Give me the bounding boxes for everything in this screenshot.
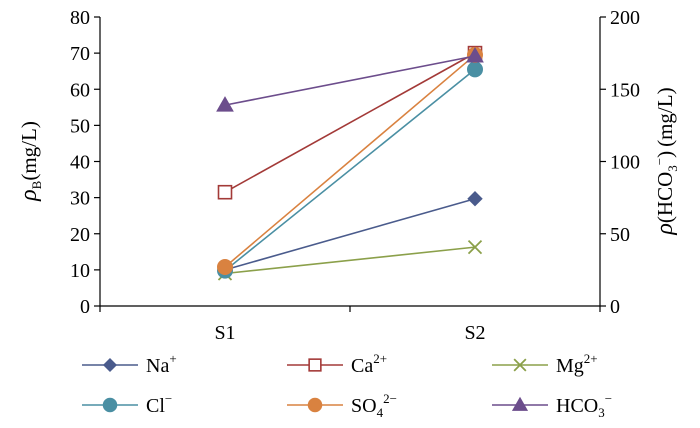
data-point xyxy=(467,239,483,255)
data-point xyxy=(467,61,483,78)
legend-label: SO42− xyxy=(351,391,397,420)
y-left-axis-title: ρB(mg/L) xyxy=(16,121,44,202)
legend-label: Mg2+ xyxy=(556,351,598,377)
x-tick-label: S1 xyxy=(214,322,235,344)
legend-item: Cl− xyxy=(82,391,172,417)
y-right-tick-label: 150 xyxy=(610,79,640,101)
series-layer xyxy=(216,45,484,281)
y-left-tick-label: 80 xyxy=(70,7,90,29)
legend-label: Na+ xyxy=(146,351,177,377)
data-point xyxy=(217,258,233,275)
data-point xyxy=(216,96,234,112)
series-ca xyxy=(217,45,483,200)
y-left-tick-label: 20 xyxy=(70,224,90,246)
series-cl xyxy=(217,61,483,279)
legend-marker xyxy=(102,397,118,413)
legend-marker xyxy=(102,357,118,373)
y-left-tick-label: 50 xyxy=(70,115,90,137)
legend-label: HCO3− xyxy=(556,391,612,420)
y-right-axis-title: ρ(HCO3−)(mg/L) xyxy=(652,87,680,235)
y-right-tick-label: 50 xyxy=(610,224,630,246)
series-line xyxy=(224,68,476,272)
data-point xyxy=(466,47,484,63)
legend-label: Ca2+ xyxy=(351,351,387,377)
y-left-tick-label: 60 xyxy=(70,79,90,101)
legend-item: HCO3− xyxy=(492,391,612,420)
legend-marker xyxy=(307,397,323,413)
x-tick-label: S2 xyxy=(464,322,485,344)
y-left-tick-label: 30 xyxy=(70,188,90,210)
y-left-tick-label: 40 xyxy=(70,152,90,174)
series-line xyxy=(224,55,476,106)
series-line xyxy=(224,54,476,268)
axes: 0 10 20 30 40 50 60 70 80 0 50 100 150 200 S1 S2 ρB(mg/L… xyxy=(16,7,680,344)
legend-item: Mg2+ xyxy=(492,351,598,377)
legend-item: SO42− xyxy=(287,391,397,420)
data-point xyxy=(467,191,483,207)
series-line xyxy=(224,197,476,271)
legend-item: Ca2+ xyxy=(287,351,387,377)
series-line xyxy=(224,52,476,193)
y-right-tick-label: 200 xyxy=(610,7,640,29)
y-left-tick-label: 70 xyxy=(70,43,90,65)
y-left-tick-label: 0 xyxy=(80,296,90,318)
y-right-tick-label: 0 xyxy=(610,296,620,318)
legend-marker xyxy=(511,396,529,411)
series-line xyxy=(224,246,476,275)
series-na xyxy=(217,191,483,278)
data-point xyxy=(217,184,233,200)
legend-marker xyxy=(308,358,322,372)
y-left-tick-label: 10 xyxy=(70,260,90,282)
y-right-tick-label: 100 xyxy=(610,152,640,174)
legend-item: Na+ xyxy=(82,351,177,377)
legend: Na+ Ca2+ Mg2+ Cl− SO42− HCO3− xyxy=(82,351,612,420)
series-so xyxy=(217,46,483,275)
series-hco xyxy=(216,47,484,112)
legend-marker xyxy=(513,358,527,372)
legend-label: Cl− xyxy=(146,391,172,417)
